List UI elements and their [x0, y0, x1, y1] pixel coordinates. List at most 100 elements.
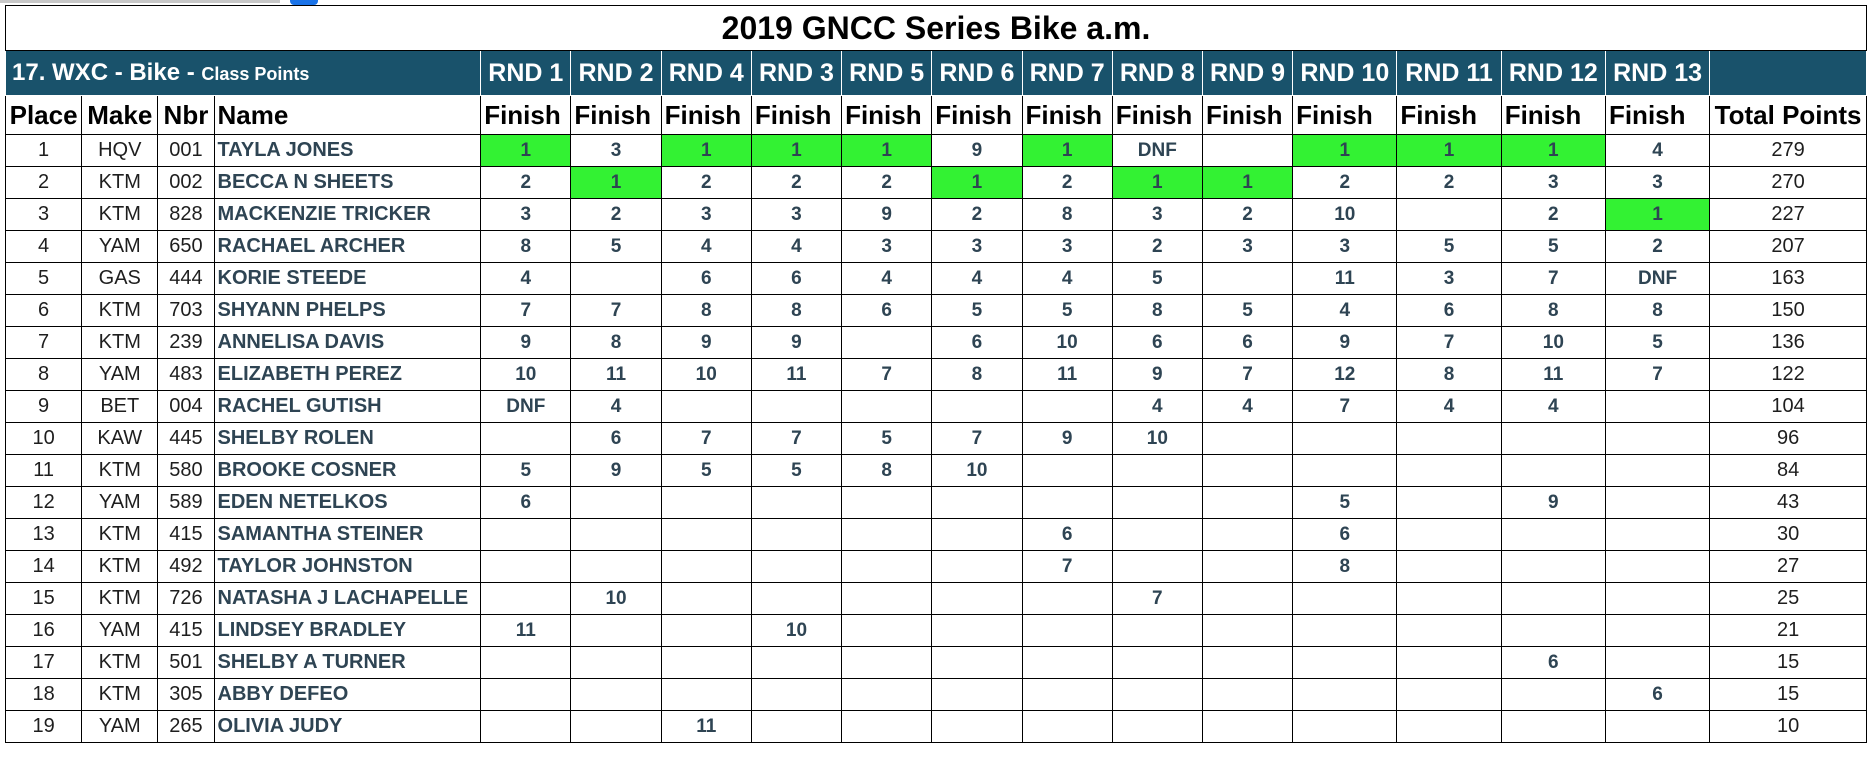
- header-finish: Finish: [1111, 95, 1203, 135]
- table-row: 3 KTM 828 MACKENZIE TRICKER 3 2 3 3 9 2 8 3 2 10 2 1 227: [4, 198, 1867, 231]
- nbr-cell: 580: [157, 454, 215, 487]
- finish-cell: 5: [570, 230, 662, 263]
- finish-cell: 8: [1500, 294, 1606, 327]
- finish-cell: 5: [480, 454, 572, 487]
- finish-cell: 8: [1396, 358, 1502, 391]
- finish-cell: 8: [570, 326, 662, 359]
- round-header: RND 3: [750, 50, 843, 96]
- make-cell: YAM: [81, 358, 159, 391]
- rider-name: BROOKE COSNER: [213, 454, 482, 487]
- finish-cell: [841, 678, 933, 711]
- finish-cell: DNF: [1604, 262, 1711, 295]
- finish-cell: 2: [1201, 198, 1294, 231]
- rider-name: ABBY DEFEO: [213, 678, 482, 711]
- finish-cell: 3: [1021, 230, 1113, 263]
- finish-cell: [931, 582, 1023, 615]
- finish-cell: 1: [480, 134, 572, 167]
- place-cell: 8: [4, 358, 83, 391]
- rider-name: TAYLOR JOHNSTON: [213, 550, 482, 583]
- finish-cell: [480, 710, 572, 743]
- finish-cell: [1604, 646, 1711, 679]
- make-cell: YAM: [81, 614, 159, 647]
- finish-cell: [570, 486, 662, 519]
- finish-cell: 8: [660, 294, 752, 327]
- finish-cell: 4: [660, 230, 752, 263]
- place-cell: 13: [4, 518, 83, 551]
- finish-cell: 8: [931, 358, 1023, 391]
- nbr-cell: 239: [157, 326, 215, 359]
- finish-cell: 7: [1111, 582, 1203, 615]
- finish-cell: 3: [480, 198, 572, 231]
- finish-cell: 9: [1021, 422, 1113, 455]
- finish-cell: 6: [1111, 326, 1203, 359]
- header-finish: Finish: [1500, 95, 1606, 135]
- finish-cell: 10: [750, 614, 843, 647]
- finish-cell: 1: [750, 134, 843, 167]
- finish-cell: 3: [1396, 262, 1502, 295]
- round-header-blank: [1709, 50, 1867, 96]
- finish-cell: [1604, 390, 1711, 423]
- finish-cell: 4: [1021, 262, 1113, 295]
- finish-cell: 1: [1604, 198, 1711, 231]
- header-finish: Finish: [841, 95, 933, 135]
- finish-cell: 2: [1292, 166, 1398, 199]
- finish-cell: [1111, 646, 1203, 679]
- page-title: 2019 GNCC Series Bike a.m.: [5, 5, 1867, 51]
- finish-cell: [570, 614, 662, 647]
- finish-cell: 7: [750, 422, 843, 455]
- make-cell: KTM: [81, 454, 159, 487]
- total-points-cell: 136: [1709, 326, 1867, 359]
- finish-cell: 8: [750, 294, 843, 327]
- nbr-cell: 501: [157, 646, 215, 679]
- finish-cell: [480, 582, 572, 615]
- finish-cell: [1201, 454, 1294, 487]
- class-subtitle: Class Points: [201, 64, 310, 84]
- place-cell: 18: [4, 678, 83, 711]
- finish-cell: 2: [1111, 230, 1203, 263]
- make-cell: KTM: [81, 326, 159, 359]
- total-points-cell: 27: [1709, 550, 1867, 583]
- place-cell: 14: [4, 550, 83, 583]
- table-row: 7 KTM 239 ANNELISA DAVIS 9 8 9 9 6 10 6 6 9 7 10 5 136: [4, 326, 1867, 359]
- table-row: 8 YAM 483 ELIZABETH PEREZ 10 11 10 11 7 8 11 9 7 12 8 1…: [4, 358, 1867, 391]
- total-points-cell: 15: [1709, 646, 1867, 679]
- finish-cell: 5: [1201, 294, 1294, 327]
- make-cell: YAM: [81, 486, 159, 519]
- finish-cell: 5: [931, 294, 1023, 327]
- make-cell: KTM: [81, 166, 159, 199]
- rider-name: SHELBY A TURNER: [213, 646, 482, 679]
- finish-cell: 9: [1292, 326, 1398, 359]
- rider-name: EDEN NETELKOS: [213, 486, 482, 519]
- total-points-cell: 84: [1709, 454, 1867, 487]
- finish-cell: 6: [1292, 518, 1398, 551]
- finish-cell: [570, 710, 662, 743]
- finish-cell: [1021, 582, 1113, 615]
- finish-cell: [1604, 518, 1711, 551]
- finish-cell: [841, 550, 933, 583]
- finish-cell: [1201, 646, 1294, 679]
- finish-cell: [1500, 518, 1606, 551]
- finish-cell: [1500, 614, 1606, 647]
- round-header: RND 9: [1201, 50, 1294, 96]
- finish-cell: [1201, 614, 1294, 647]
- rider-name: SHYANN PHELPS: [213, 294, 482, 327]
- finish-cell: [1201, 710, 1294, 743]
- place-cell: 15: [4, 582, 83, 615]
- finish-cell: [1292, 710, 1398, 743]
- finish-cell: 9: [570, 454, 662, 487]
- header-finish: Finish: [750, 95, 843, 135]
- finish-cell: [1500, 582, 1606, 615]
- finish-cell: 4: [1292, 294, 1398, 327]
- finish-cell: [1500, 454, 1606, 487]
- finish-cell: 11: [480, 614, 572, 647]
- finish-cell: 8: [1604, 294, 1711, 327]
- finish-cell: 6: [570, 422, 662, 455]
- finish-cell: [1604, 550, 1711, 583]
- finish-cell: 1: [1292, 134, 1398, 167]
- finish-cell: 6: [1021, 518, 1113, 551]
- make-cell: YAM: [81, 710, 159, 743]
- header-finish: Finish: [480, 95, 572, 135]
- finish-cell: 4: [1396, 390, 1502, 423]
- round-header: RND 5: [841, 50, 933, 96]
- finish-cell: 2: [570, 198, 662, 231]
